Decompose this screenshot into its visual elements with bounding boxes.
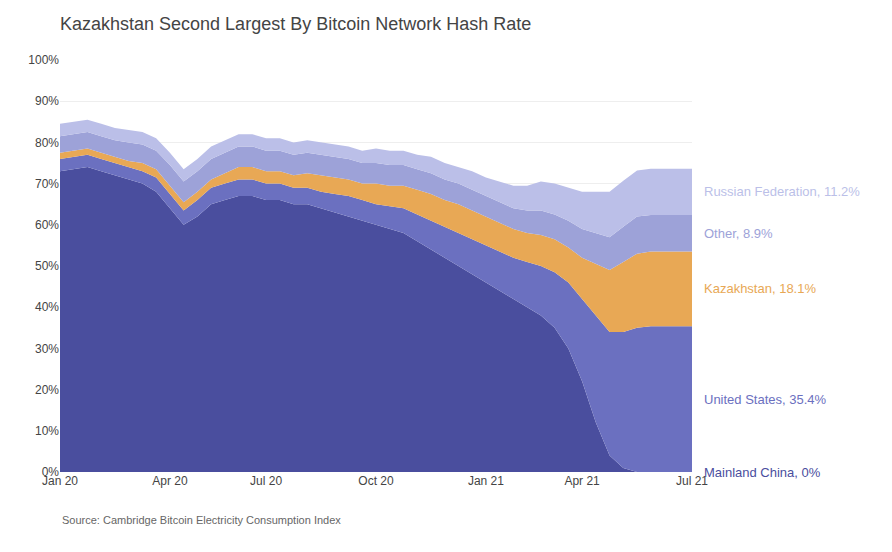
svg-text:30%: 30% [35, 342, 59, 356]
svg-text:20%: 20% [35, 383, 59, 397]
svg-text:Source: Cambridge Bitcoin Elec: Source: Cambridge Bitcoin Electricity Co… [62, 514, 341, 526]
svg-text:80%: 80% [35, 136, 59, 150]
svg-text:Jul 20: Jul 20 [250, 474, 282, 488]
svg-text:0%: 0% [42, 465, 60, 479]
svg-text:Jan 21: Jan 21 [468, 474, 504, 488]
svg-text:100%: 100% [28, 53, 59, 67]
svg-text:Kazakhstan, 18.1%: Kazakhstan, 18.1% [704, 281, 816, 296]
svg-text:Kazakhstan Second Largest By B: Kazakhstan Second Largest By Bitcoin Net… [60, 14, 531, 34]
svg-text:90%: 90% [35, 94, 59, 108]
svg-text:40%: 40% [35, 300, 59, 314]
svg-text:Other, 8.9%: Other, 8.9% [704, 226, 773, 241]
svg-text:60%: 60% [35, 218, 59, 232]
svg-text:Mainland China, 0%: Mainland China, 0% [704, 465, 821, 480]
svg-text:10%: 10% [35, 424, 59, 438]
svg-text:Oct 20: Oct 20 [358, 474, 394, 488]
svg-text:50%: 50% [35, 259, 59, 273]
svg-text:Apr 21: Apr 21 [564, 474, 600, 488]
svg-text:Jul 21: Jul 21 [676, 474, 708, 488]
svg-text:United States, 35.4%: United States, 35.4% [704, 392, 827, 407]
svg-text:Apr 20: Apr 20 [152, 474, 188, 488]
svg-text:70%: 70% [35, 177, 59, 191]
svg-text:Jan 20: Jan 20 [42, 474, 78, 488]
svg-text:Russian Federation, 11.2%: Russian Federation, 11.2% [704, 184, 860, 199]
